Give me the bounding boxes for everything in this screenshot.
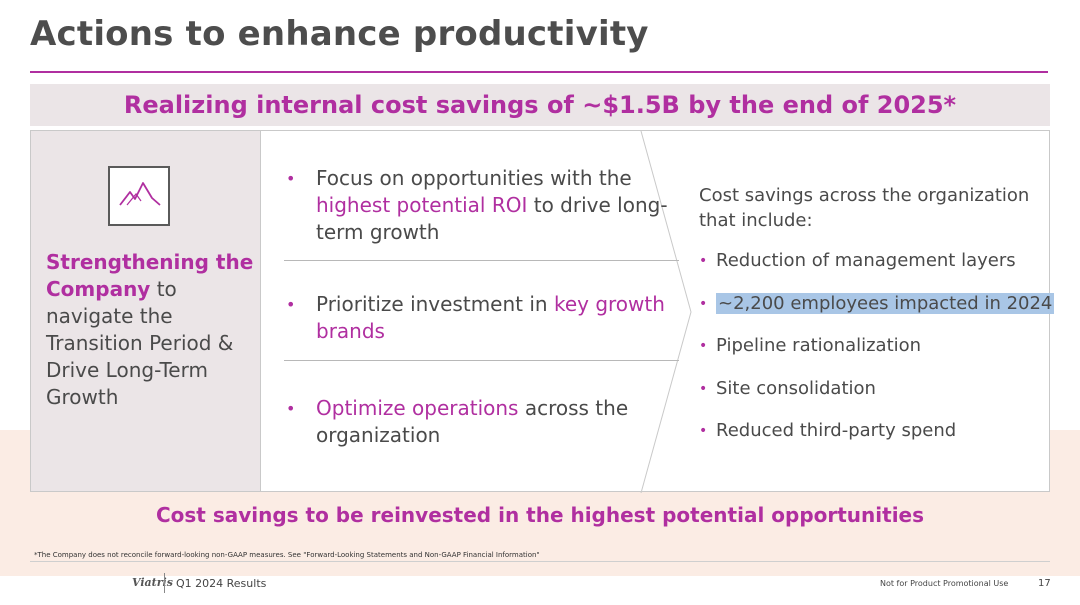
page-number: 17 [1038,578,1051,589]
reinvest-banner: Cost savings to be reinvested in the hig… [155,503,925,527]
list-item: • Reduction of management layers [699,250,1016,271]
list-item-selected[interactable]: • ~2,200 employees impacted in 2024 [699,292,1055,314]
savings-banner: Realizing internal cost savings of ~$1.5… [30,84,1050,126]
middle-item-text: Prioritize investment in key growth bran… [316,292,665,343]
left-panel-rest: to navigate the Transition Period & Driv… [46,277,234,409]
footnote: *The Company does not reconcile forward-… [34,551,540,559]
bullet-icon: • [286,169,296,188]
footer-presentation-name: Q1 2024 Results [176,577,267,590]
footer-disclaimer: Not for Product Promotional Use [880,579,1009,588]
middle-item-roi: • Focus on opportunities with the highes… [286,165,676,246]
list-item: • Reduced third-party spend [699,420,957,441]
middle-divider [284,360,679,361]
page-title: Actions to enhance productivity [30,14,649,54]
content-box: Strengthening the Company to navigate th… [30,130,1055,493]
footnote-divider [30,561,1050,562]
footer-separator [164,573,165,593]
bullet-icon: • [699,338,708,354]
left-panel: Strengthening the Company to navigate th… [31,131,261,491]
bullet-icon: • [699,380,708,397]
right-intro: Cost savings across the organization tha… [699,185,1030,231]
chevron-divider [640,131,692,493]
middle-item-operations: • Optimize operations across the organiz… [286,395,676,449]
middle-item-text: Focus on opportunities with the highest … [316,166,668,244]
left-panel-text: Strengthening the Company to navigate th… [46,249,256,411]
middle-item-brands: • Prioritize investment in key growth br… [286,291,676,345]
list-item: • Pipeline rationalization [699,335,922,356]
bullet-icon: • [286,399,296,418]
bullet-icon: • [699,423,708,439]
bullet-icon: • [286,295,296,314]
company-logo: Viatris [132,576,173,589]
bullet-icon: • [699,253,708,269]
middle-divider [284,260,679,261]
left-panel-highlight: Strengthening the Company [46,250,254,301]
list-item: • Site consolidation [699,377,876,399]
mountain-icon [108,166,170,226]
title-divider [30,71,1048,73]
cost-savings-list: • Reduction of management layers • ~2,200 … [699,249,1055,462]
bullet-icon: • [699,295,708,312]
middle-item-text: Optimize operations across the organizat… [316,396,629,447]
